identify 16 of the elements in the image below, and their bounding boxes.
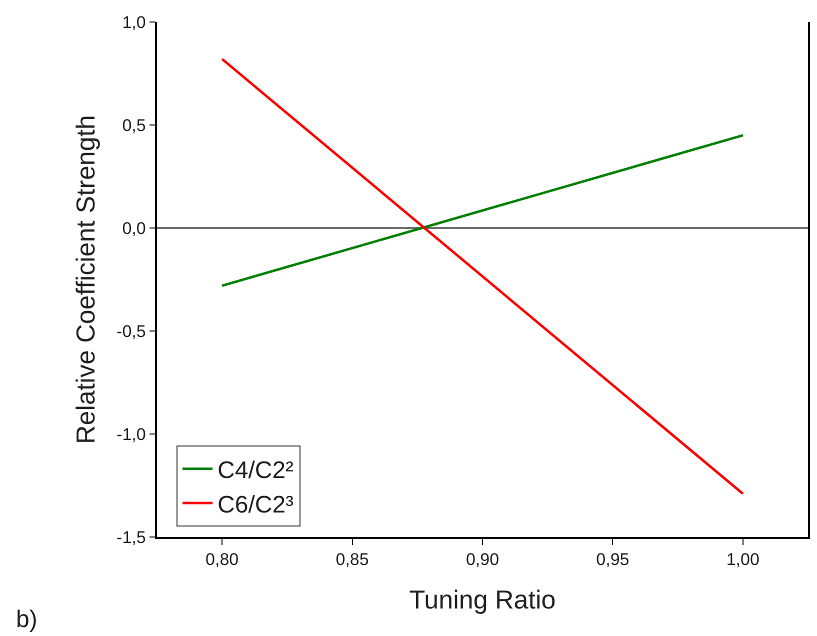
x-tick-label: 0,85 [336,550,369,570]
y-tick-label: 0,0 [122,218,146,238]
y-tick-label: 0,5 [122,116,146,135]
y-tick-label: -1,0 [116,424,146,444]
legend-label: C6/C2³ [218,491,294,518]
x-axis-title: Tuning Ratio [409,584,556,614]
y-tick-label: -0,5 [116,322,146,341]
legend-label: C4/C2² [218,457,294,484]
y-tick-label: -1,5 [116,528,146,547]
x-tick-label: 0,80 [206,550,239,570]
text: b) [16,606,38,633]
x-tick-label: 0,95 [596,550,630,570]
x-tick-label: 1,00 [726,550,760,570]
y-axis-title: Relative Coefficient Strength [70,114,100,444]
y-tick-label: 1,0 [122,12,146,32]
x-tick-label: 0,90 [466,550,500,570]
